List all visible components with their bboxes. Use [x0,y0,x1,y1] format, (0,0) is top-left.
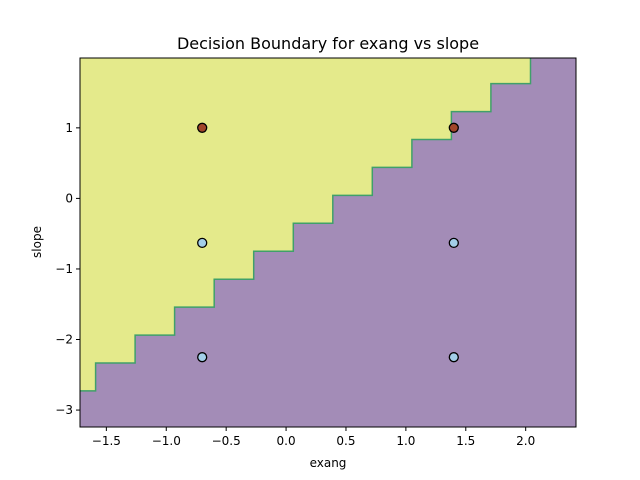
y-tick-label: 0 [65,191,73,205]
data-point-5 [197,352,208,363]
data-point-1 [197,122,208,133]
data-point-2 [448,122,459,133]
y-tick-label: −2 [55,333,73,347]
x-tick-label: −1.0 [152,434,181,448]
region-lower-right [80,58,576,427]
plot-area [80,58,576,427]
y-axis: −3 −2 −1 0 1 [55,121,80,417]
decision-boundary-line [80,58,532,392]
data-point-4 [448,237,459,249]
x-tick-label: 1.0 [396,434,415,448]
x-tick-label: 0.0 [277,434,296,448]
x-tick-label: −1.5 [92,434,121,448]
data-point-3 [197,237,208,249]
x-tick-label: −0.5 [212,434,241,448]
x-tick-label: 1.5 [456,434,475,448]
x-tick-label: 2.0 [516,434,535,448]
x-axis: −1.5 −1.0 −0.5 0.0 0.5 1.0 1.5 2.0 [92,427,535,448]
y-tick-label: −1 [55,262,73,276]
data-point-6 [448,352,459,363]
y-tick-label: −3 [55,403,73,417]
y-tick-label: 1 [65,121,73,135]
chart-title: Decision Boundary for exang vs slope [177,34,479,53]
region-upper-left [80,58,531,391]
x-tick-label: 0.5 [336,434,355,448]
plot-frame [79,57,577,428]
x-axis-label: exang [310,456,347,470]
y-axis-label: slope [30,226,44,258]
